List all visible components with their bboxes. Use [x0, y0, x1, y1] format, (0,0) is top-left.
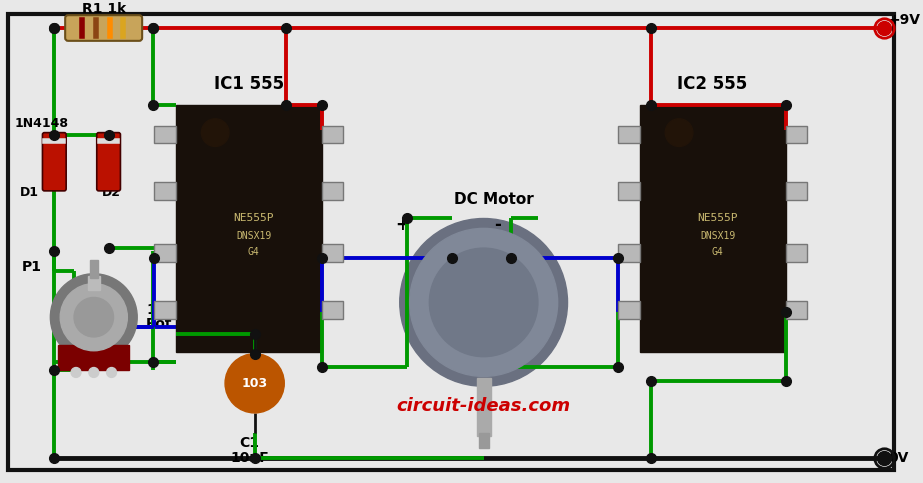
Text: 0V: 0V	[888, 451, 908, 465]
Circle shape	[71, 368, 81, 377]
Text: DNSX19: DNSX19	[700, 231, 736, 242]
Circle shape	[225, 354, 284, 413]
Text: G4: G4	[712, 247, 724, 257]
FancyBboxPatch shape	[785, 126, 808, 143]
Text: 1N4148: 1N4148	[15, 117, 69, 130]
Bar	[476, 378, 490, 436]
Circle shape	[410, 228, 557, 376]
Text: IC2 555: IC2 555	[677, 75, 748, 93]
FancyBboxPatch shape	[617, 126, 640, 143]
FancyBboxPatch shape	[322, 301, 343, 319]
Circle shape	[107, 368, 116, 377]
Bar	[90, 260, 98, 278]
Bar	[640, 105, 785, 352]
FancyBboxPatch shape	[322, 183, 343, 200]
Bar	[58, 345, 129, 370]
Circle shape	[51, 274, 138, 361]
FancyBboxPatch shape	[97, 133, 120, 191]
Bar	[479, 433, 488, 448]
Circle shape	[60, 284, 127, 351]
FancyBboxPatch shape	[154, 244, 175, 262]
Text: 10nF: 10nF	[231, 451, 270, 465]
Bar	[88, 276, 100, 289]
Text: DNSX19: DNSX19	[236, 231, 271, 242]
Text: R1 1k: R1 1k	[81, 2, 126, 16]
Text: +9V: +9V	[888, 13, 920, 27]
FancyBboxPatch shape	[617, 301, 640, 319]
FancyBboxPatch shape	[42, 133, 66, 191]
Text: -: -	[494, 216, 501, 234]
Text: +: +	[395, 216, 409, 234]
Circle shape	[400, 218, 568, 386]
Text: D1: D1	[19, 186, 39, 199]
Bar	[175, 105, 322, 352]
Circle shape	[429, 248, 538, 356]
FancyBboxPatch shape	[154, 301, 175, 319]
Text: NE555P: NE555P	[697, 213, 737, 224]
FancyBboxPatch shape	[154, 126, 175, 143]
FancyBboxPatch shape	[154, 183, 175, 200]
FancyBboxPatch shape	[66, 15, 142, 41]
FancyBboxPatch shape	[322, 126, 343, 143]
FancyBboxPatch shape	[617, 183, 640, 200]
Text: 103: 103	[242, 377, 268, 390]
Text: C1: C1	[240, 437, 259, 451]
Text: DC Motor: DC Motor	[453, 192, 533, 207]
Text: D2: D2	[102, 186, 121, 199]
FancyBboxPatch shape	[785, 244, 808, 262]
Text: P1: P1	[22, 260, 42, 274]
Text: circuit-ideas.com: circuit-ideas.com	[397, 397, 570, 415]
FancyBboxPatch shape	[322, 244, 343, 262]
Circle shape	[665, 119, 693, 146]
FancyBboxPatch shape	[785, 301, 808, 319]
Text: 100k: 100k	[146, 303, 185, 317]
Circle shape	[201, 119, 229, 146]
Circle shape	[89, 368, 99, 377]
FancyBboxPatch shape	[785, 183, 808, 200]
Text: NE555P: NE555P	[234, 213, 274, 224]
Text: G4: G4	[247, 247, 259, 257]
FancyBboxPatch shape	[617, 244, 640, 262]
Text: IC1 555: IC1 555	[214, 75, 283, 93]
Text: Pot: Pot	[146, 317, 173, 331]
Circle shape	[74, 298, 114, 337]
